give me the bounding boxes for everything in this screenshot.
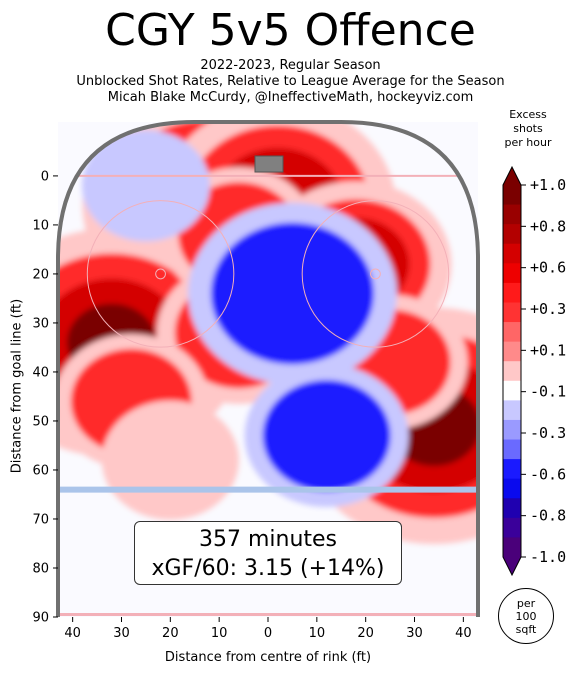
legend-title-line2: shots: [513, 122, 543, 135]
x-tick-label: 30: [113, 626, 130, 641]
colorbar-tick-label: +0.6: [530, 259, 566, 277]
y-tick-label: 10: [32, 218, 49, 233]
colorbar-band: [503, 400, 521, 421]
unit-badge: per 100 sqft: [498, 588, 554, 644]
colorbar-band: [503, 459, 521, 480]
rink-boards: [56, 120, 480, 617]
x-tick-label: 40: [64, 626, 81, 641]
y-tick-label: 0: [41, 169, 49, 184]
xgf-label: xGF/60: 3.15 (+14%): [151, 556, 385, 581]
colorbar-band: [503, 537, 521, 558]
x-tick-label: 20: [162, 626, 179, 641]
x-tick-label: 0: [264, 626, 272, 641]
colorbar-band: [503, 243, 521, 264]
x-tick-label: 20: [357, 626, 374, 641]
colorbar-tick-label: +1.0: [530, 176, 566, 194]
colorbar-band: [503, 517, 521, 538]
rink-markings: [58, 174, 478, 617]
heatmap-blob: [101, 400, 239, 520]
unit-line2: 100: [515, 609, 537, 623]
minutes-label: 357 minutes: [198, 527, 338, 552]
colorbar-band: [503, 341, 521, 362]
heatmap-blob: [81, 130, 210, 242]
info-box: 357 minutes xGF/60: 3.15 (+14%): [134, 521, 402, 585]
x-tick-label: 10: [211, 626, 228, 641]
colorbar-tick-label: -0.8: [530, 507, 566, 525]
colorbar-tick-label: +0.1: [530, 341, 566, 359]
y-tick-label: 30: [32, 316, 49, 331]
colorbar-band: [503, 419, 521, 441]
x-tick-label: 10: [309, 626, 326, 641]
colorbar-tick-label: -0.3: [530, 424, 566, 442]
chart-subtitle-metric: Unblocked Shot Rates, Relative to League…: [76, 74, 505, 89]
colorbar-band: [503, 478, 521, 499]
x-axis: 40 30 20 10 0 10 20 30 40: [64, 617, 472, 641]
heatmap-blob: [210, 222, 374, 365]
y-tick-label: 60: [32, 463, 49, 478]
y-tick-label: 50: [32, 414, 49, 429]
y-axis-label: Distance from goal line (ft): [9, 298, 25, 474]
colorbar-band: [503, 380, 521, 401]
x-tick-label: 30: [406, 626, 423, 641]
y-axis: 0 10 20 30 40 50 60 70 80 90: [32, 169, 58, 626]
x-tick-label: 40: [455, 626, 472, 641]
colorbar-max-arrow: [503, 167, 521, 185]
colorbar-band: [503, 185, 521, 206]
chart-subtitle-author: Micah Blake McCurdy, @IneffectiveMath, h…: [107, 90, 474, 105]
faceoff-circle: [301, 200, 450, 348]
y-tick-label: 90: [32, 611, 49, 626]
legend-title-line1: Excess: [509, 108, 547, 121]
faceoff-dot: [155, 268, 166, 280]
colorbar-band: [503, 263, 521, 284]
colorbar-tick-label: -0.1: [530, 383, 566, 401]
colorbar-band: [503, 282, 521, 303]
colorbar-band: [503, 204, 521, 225]
colorbar-tick-label: -1.0: [530, 548, 566, 566]
colorbar-tick-label: -0.6: [530, 465, 566, 483]
faceoff-dot: [370, 268, 381, 280]
colorbar-band: [503, 439, 521, 460]
unit-line1: per: [516, 596, 536, 610]
heatmap-blob: [262, 380, 391, 492]
colorbar-tick-label: +0.8: [530, 217, 566, 235]
colorbar-band: [503, 322, 521, 343]
colorbar-band: [503, 224, 521, 245]
colorbar-band: [503, 361, 521, 382]
faceoff-circle: [86, 200, 235, 348]
colorbar-band: [503, 498, 521, 519]
y-tick-label: 80: [32, 561, 49, 576]
colorbar-band: [503, 302, 521, 323]
x-axis-label: Distance from centre of rink (ft): [164, 650, 372, 665]
colorbar: +1.0 +0.8 +0.6 +0.3 +0.1 -0.1 -0.3 -0.6 -0.8 -1.0: [502, 165, 566, 577]
colorbar-min-arrow: [503, 557, 521, 575]
chart-subtitle-season: 2022-2023, Regular Season: [200, 58, 381, 73]
legend-title-line3: per hour: [504, 136, 552, 149]
unit-line3: sqft: [515, 622, 537, 636]
goal-net: [254, 155, 284, 173]
y-tick-label: 70: [32, 512, 49, 527]
y-tick-label: 40: [32, 365, 49, 380]
colorbar-tick-label: +0.3: [530, 300, 566, 318]
y-tick-label: 20: [32, 267, 49, 282]
chart-title: CGY 5v5 Offence: [105, 5, 476, 56]
